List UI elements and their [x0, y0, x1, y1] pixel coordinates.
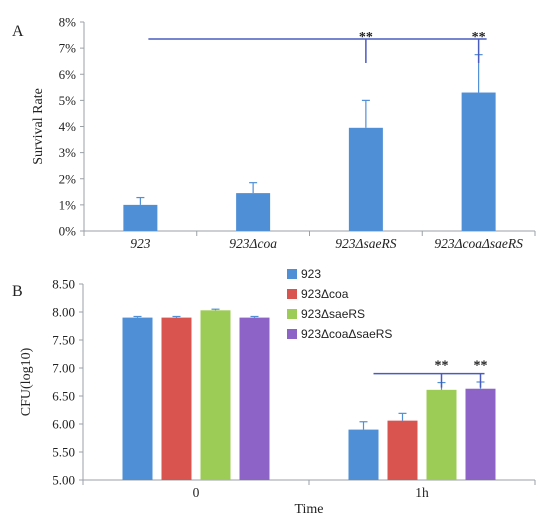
x-tick-label-b: 0	[193, 485, 200, 500]
y-tick-label-a: 8%	[59, 15, 77, 30]
y-axis-label-a: Survival Rate	[31, 88, 46, 165]
x-tick-label-base: 923Δ	[335, 236, 363, 251]
y-tick-label-b: 5.00	[52, 473, 75, 488]
legend-swatch-1	[287, 269, 297, 279]
x-tick-label-gene: saeRS	[363, 236, 396, 251]
y-tick-label-b: 7.00	[52, 361, 75, 376]
bar-a-4	[461, 92, 496, 231]
panel-label-b: B	[12, 283, 23, 300]
x-axis-label-b: Time	[294, 502, 323, 517]
x-tick-label-gene: coa	[257, 236, 277, 251]
x-tick-label-a: 923Δcoa	[229, 236, 277, 251]
x-tick-label-base: 923Δ	[434, 236, 462, 251]
y-tick-label-a: 1%	[59, 197, 77, 212]
y-tick-label-b: 5.50	[52, 445, 75, 460]
legend-swatch-3	[287, 309, 297, 319]
y-tick-label-b: 6.50	[52, 389, 75, 404]
significance-stars-a: **	[359, 30, 373, 45]
y-tick-label-b: 6.00	[52, 417, 75, 432]
y-tick-label-a: 2%	[59, 171, 77, 186]
y-tick-label-a: 7%	[59, 41, 77, 56]
y-axis-label-b: CFU(log10)	[19, 347, 34, 416]
y-tick-label-b: 8.50	[52, 277, 75, 292]
bar-a-2	[236, 193, 271, 231]
bar-b-series3-cat1	[200, 310, 231, 480]
bar-b-series2-cat1	[161, 317, 192, 480]
bar-a-3	[348, 127, 383, 231]
y-tick-label-a: 6%	[59, 67, 77, 82]
legend-swatch-4	[287, 329, 297, 339]
x-tick-label-a: 923ΔsaeRS	[335, 236, 396, 251]
bar-a-1	[123, 204, 158, 231]
bar-b-series2-cat2	[387, 420, 418, 480]
panel-label-a: A	[12, 23, 24, 40]
legend-label-2: 923Δcoa	[301, 287, 349, 301]
significance-stars-b: **	[435, 359, 449, 374]
significance-stars-b: **	[474, 359, 488, 374]
x-tick-label-a: 923	[130, 236, 151, 251]
bar-b-series4-cat2	[465, 388, 496, 480]
x-tick-label-gene: coaΔsaeRS	[463, 236, 524, 251]
x-tick-label-b: 1h	[415, 485, 429, 500]
y-tick-label-a: 4%	[59, 119, 77, 134]
y-tick-label-b: 8.00	[52, 305, 75, 320]
x-tick-label-base: 923Δ	[229, 236, 257, 251]
x-tick-label-base: 923	[130, 236, 151, 251]
x-tick-label-a: 923ΔcoaΔsaeRS	[434, 236, 523, 251]
y-tick-label-a: 5%	[59, 93, 77, 108]
legend-label-1: 923	[301, 267, 321, 281]
bar-b-series3-cat2	[426, 389, 457, 480]
y-tick-label-a: 0%	[59, 224, 77, 239]
legend-label-3: 923ΔsaeRS	[301, 307, 365, 321]
y-tick-label-a: 3%	[59, 145, 77, 160]
panel-b-chart: B CFU(log10) Time 5.00 5.50 6.00 6.50 7.00 7.50 8…	[12, 267, 536, 517]
legend-label-4: 923ΔcoaΔsaeRS	[301, 327, 392, 341]
bar-b-series1-cat2	[348, 429, 379, 480]
bar-b-series4-cat1	[239, 317, 270, 480]
bar-b-series1-cat1	[122, 317, 153, 480]
legend-swatch-2	[287, 289, 297, 299]
y-tick-label-b: 7.50	[52, 333, 75, 348]
significance-stars-a: **	[472, 30, 486, 45]
